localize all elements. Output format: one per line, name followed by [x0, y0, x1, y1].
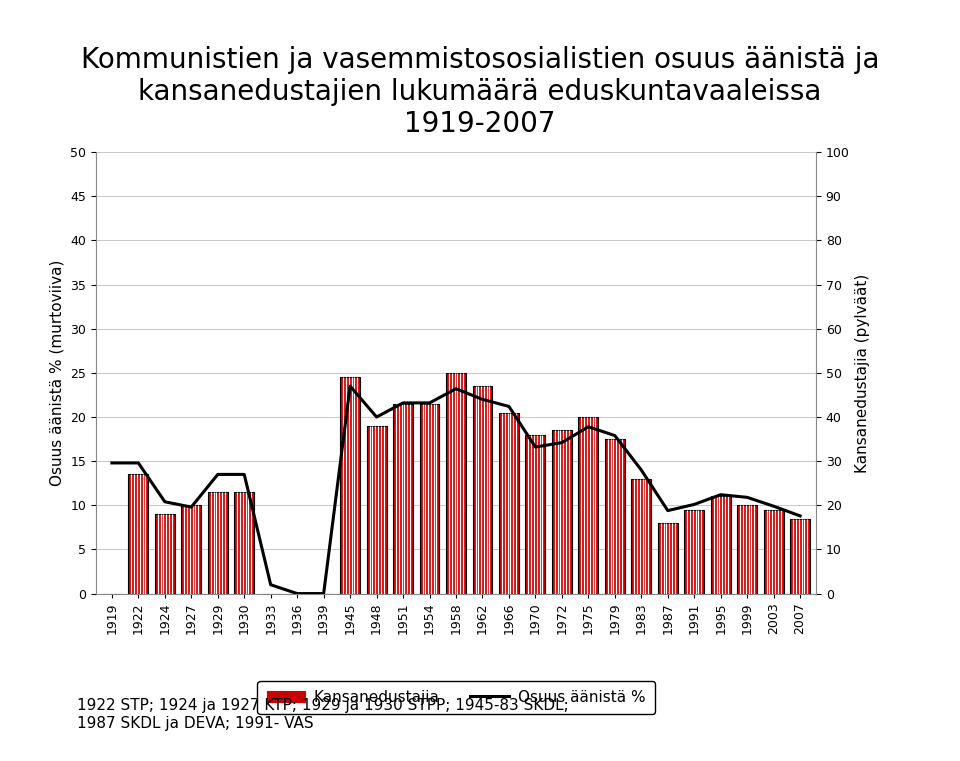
Text: 1922 STP; 1924 ja 1927 KTP; 1929 ja 1930 STPP; 1945-83 SKDL;
1987 SKDL ja DEVA; : 1922 STP; 1924 ja 1927 KTP; 1929 ja 1930…	[77, 698, 568, 731]
Bar	[394, 404, 413, 594]
Bar	[472, 386, 492, 594]
Bar	[684, 510, 705, 594]
Bar	[207, 492, 228, 594]
Bar	[420, 404, 440, 594]
Bar	[129, 474, 148, 594]
Y-axis label: Kansanedustajia (pylväät): Kansanedustajia (pylväät)	[855, 273, 870, 473]
Bar	[632, 479, 651, 594]
Bar	[658, 523, 678, 594]
Bar	[790, 518, 810, 594]
Y-axis label: Osuus äänistä % (murtoviiva): Osuus äänistä % (murtoviiva)	[50, 260, 64, 486]
Bar	[367, 426, 387, 594]
Bar	[155, 514, 175, 594]
Bar	[737, 505, 757, 594]
Bar	[499, 412, 518, 594]
Bar	[764, 510, 783, 594]
Text: Kommunistien ja vasemmistososialistien osuus äänistä ja
kansanedustajien lukumää: Kommunistien ja vasemmistososialistien o…	[81, 46, 879, 139]
Bar	[181, 505, 202, 594]
Bar	[552, 430, 572, 594]
Bar	[446, 373, 466, 594]
Bar	[579, 417, 598, 594]
Bar	[340, 377, 360, 594]
Legend: Kansanedustajia, Osuus äänistä %: Kansanedustajia, Osuus äänistä %	[257, 680, 655, 714]
Bar	[525, 435, 545, 594]
Bar	[605, 439, 625, 594]
Bar	[710, 496, 731, 594]
Bar	[234, 492, 254, 594]
